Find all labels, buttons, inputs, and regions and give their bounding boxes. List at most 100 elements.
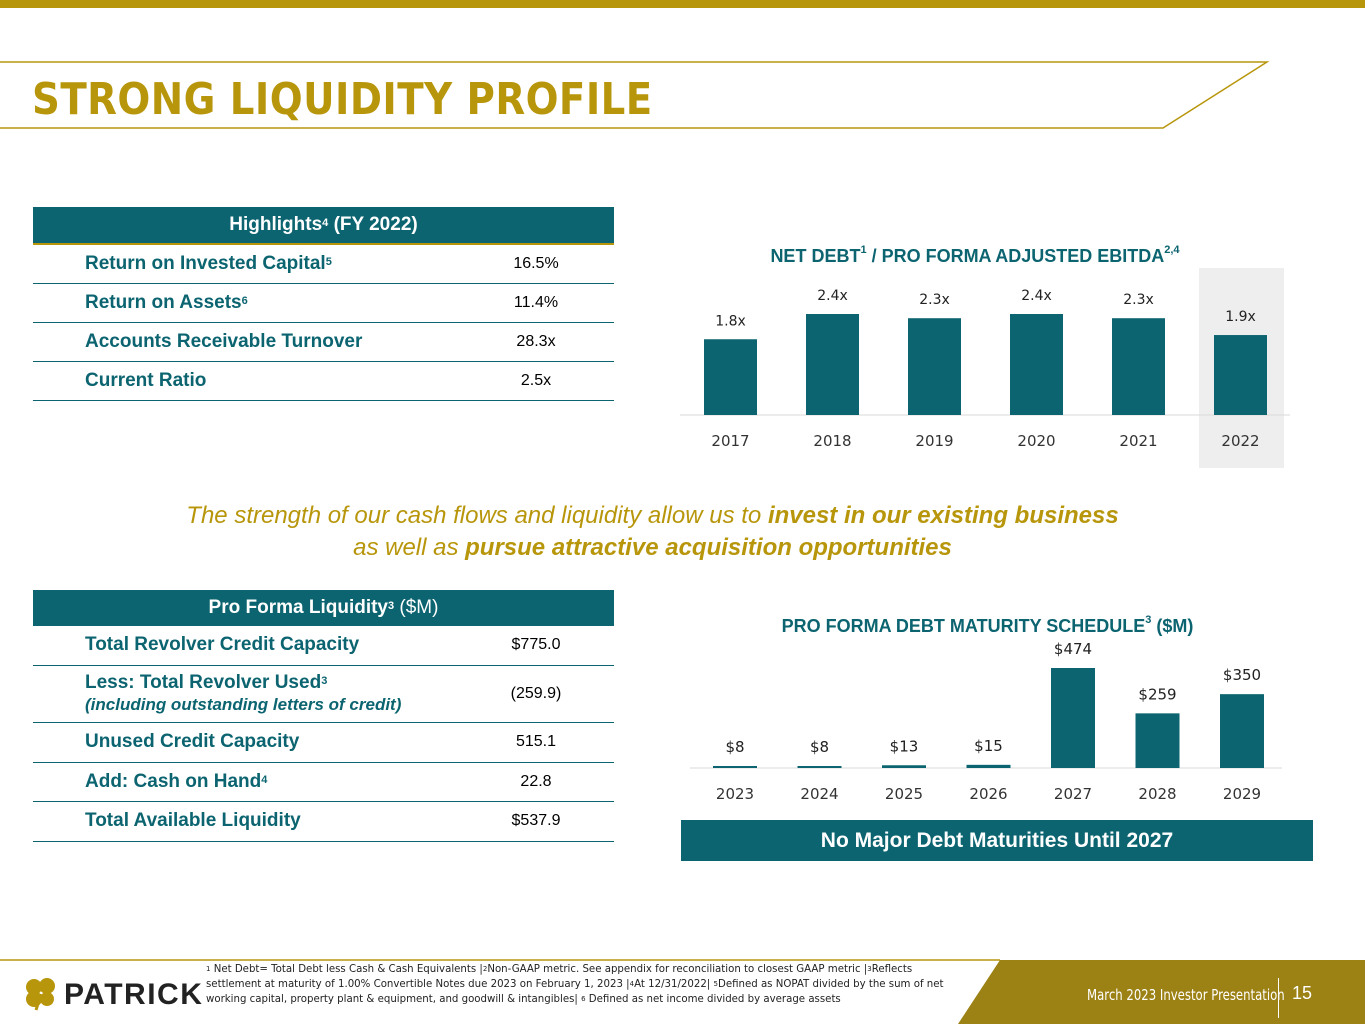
bar bbox=[797, 766, 842, 768]
table-row: Accounts Receivable Turnover 28.3x bbox=[33, 323, 614, 362]
row-value: 11.4% bbox=[513, 294, 559, 311]
presentation-label: March 2023 Investor Presentation bbox=[1087, 986, 1285, 1004]
category-label: 2029 bbox=[1223, 785, 1261, 803]
highlights-header-suffix: (FY 2022) bbox=[328, 214, 418, 235]
bar bbox=[704, 339, 757, 415]
row-value: 515.1 bbox=[515, 733, 557, 750]
footnote-sup: 5 bbox=[713, 980, 718, 988]
net-debt-chart-title: NET DEBT1 / PRO FORMA ADJUSTED EBITDA2,4 bbox=[680, 244, 1270, 267]
footnote-text: At 12/31/2022| bbox=[634, 979, 714, 990]
table-row: Return on Invested Capital5 16.5% bbox=[33, 245, 614, 284]
liquidity-table: Pro Forma Liquidity3 ($M) Total Revolver… bbox=[33, 590, 614, 842]
row-label-sup: 5 bbox=[325, 256, 332, 268]
bar bbox=[908, 318, 961, 415]
data-label: $8 bbox=[725, 738, 744, 756]
chart-title-sup: 3 bbox=[1145, 614, 1152, 626]
row-sublabel: (including outstanding letters of credit… bbox=[85, 695, 402, 714]
bar bbox=[882, 765, 926, 768]
data-label: $13 bbox=[890, 737, 919, 755]
bar bbox=[1214, 335, 1267, 415]
debt-maturity-chart: $8 2023 $8 2024 $13 2025 $15 2026 $474 2027 $259 20… bbox=[690, 640, 1282, 803]
top-accent-bar bbox=[0, 0, 1365, 8]
net-debt-ebitda-chart: 1.8x 2017 2.4x 2018 2.3x 2019 2.4x 2020 2.3x 2021… bbox=[680, 268, 1290, 468]
row-value: 28.3x bbox=[516, 333, 556, 350]
footnote-text: Defined as net income divided by average… bbox=[585, 994, 841, 1005]
bar bbox=[1010, 314, 1063, 415]
footer-divider bbox=[1278, 978, 1279, 1018]
row-label: Return on Invested Capital bbox=[85, 253, 326, 274]
data-label: $259 bbox=[1138, 685, 1176, 703]
chart-title-sup: 1 bbox=[860, 244, 867, 256]
table-row: Total Revolver Credit Capacity $775.0 bbox=[33, 626, 614, 666]
footnotes: 1 Net Debt= Total Debt less Cash & Cash … bbox=[206, 962, 966, 1007]
data-label: 1.8x bbox=[715, 313, 746, 329]
row-label: Accounts Receivable Turnover bbox=[85, 331, 363, 352]
bar bbox=[806, 314, 859, 415]
quote-emphasis: invest in our existing business bbox=[767, 502, 1119, 529]
page-title: STRONG LIQUIDITY PROFILE bbox=[32, 74, 653, 125]
data-label: $15 bbox=[974, 737, 1003, 755]
bar bbox=[713, 766, 757, 768]
table-row: Total Available Liquidity $537.9 bbox=[33, 802, 614, 842]
title-frame bbox=[0, 61, 1270, 129]
chart-title-sup: 2,4 bbox=[1164, 244, 1180, 256]
debt-maturity-banner: No Major Debt Maturities Until 2027 bbox=[681, 820, 1313, 861]
row-value: 16.5% bbox=[513, 255, 559, 272]
strategy-statement-line2: as well as pursue attractive acquisition… bbox=[0, 534, 1305, 562]
row-label: Less: Total Revolver Used bbox=[85, 672, 322, 693]
chart-title-mid: / PRO FORMA ADJUSTED EBITDA bbox=[866, 246, 1165, 266]
liquidity-header-sup: 3 bbox=[388, 600, 395, 612]
company-logo-text: PATRICK bbox=[64, 978, 204, 1011]
data-label: $8 bbox=[810, 738, 829, 756]
data-label: $474 bbox=[1054, 640, 1092, 658]
row-value: $537.9 bbox=[511, 812, 561, 829]
quote-emphasis: pursue attractive acquisition opportunit… bbox=[465, 534, 952, 561]
bar bbox=[1112, 318, 1165, 415]
table-row: Current Ratio 2.5x bbox=[33, 362, 614, 401]
highlights-table: Highlights4 (FY 2022) Return on Invested… bbox=[33, 207, 614, 401]
data-label: $350 bbox=[1223, 666, 1261, 684]
bar bbox=[966, 764, 1011, 768]
row-label-sup: 6 bbox=[241, 295, 248, 307]
row-value: 2.5x bbox=[520, 372, 552, 389]
category-label: 2022 bbox=[1221, 432, 1259, 450]
footnote-text: Defined as NOPAT divided by the sum of n… bbox=[206, 979, 944, 1005]
category-label: 2019 bbox=[915, 432, 953, 450]
row-label: Add: Cash on Hand bbox=[85, 771, 262, 792]
row-label: Return on Assets bbox=[85, 292, 242, 313]
category-label: 2024 bbox=[800, 785, 838, 803]
table-row: Less: Total Revolver Used3 (including out… bbox=[33, 666, 614, 723]
category-label: 2017 bbox=[711, 432, 749, 450]
page-number: 15 bbox=[1292, 983, 1313, 1003]
bar bbox=[1220, 694, 1264, 768]
row-value: (259.9) bbox=[510, 685, 562, 702]
footnote-sup: 2 bbox=[482, 965, 488, 973]
footnote-sup: 6 bbox=[581, 995, 586, 1003]
chart-title-suffix: ($M) bbox=[1151, 616, 1194, 636]
table-row: Return on Assets6 11.4% bbox=[33, 284, 614, 323]
row-label: Unused Credit Capacity bbox=[85, 731, 300, 752]
liquidity-table-header: Pro Forma Liquidity3 ($M) bbox=[33, 590, 614, 626]
row-label: Current Ratio bbox=[85, 370, 207, 391]
row-label: Total Revolver Credit Capacity bbox=[85, 634, 360, 655]
row-label-sup: 4 bbox=[261, 774, 268, 786]
footnote-sup: 3 bbox=[867, 965, 872, 973]
bar bbox=[1135, 713, 1180, 768]
quote-plain: The strength of our cash flows and liqui… bbox=[186, 502, 768, 529]
shamrock-logo-icon bbox=[26, 978, 55, 1011]
footnote-sup: 4 bbox=[629, 980, 635, 988]
bar bbox=[1051, 668, 1095, 768]
table-row: Unused Credit Capacity 515.1 bbox=[33, 723, 614, 763]
footnote-text: Reflects settlement at maturity of 1.00%… bbox=[206, 964, 913, 990]
category-label: 2018 bbox=[813, 432, 851, 450]
category-label: 2027 bbox=[1054, 785, 1092, 803]
category-label: 2023 bbox=[716, 785, 754, 803]
chart-title-text: PRO FORMA DEBT MATURITY SCHEDULE bbox=[781, 616, 1146, 636]
row-value: 22.8 bbox=[520, 773, 552, 790]
footer-band bbox=[0, 959, 1365, 1024]
table-row: Add: Cash on Hand4 22.8 bbox=[33, 763, 614, 802]
data-label: 2.4x bbox=[1021, 288, 1052, 304]
chart-title-text: NET DEBT bbox=[770, 246, 861, 266]
data-label: 2.4x bbox=[817, 288, 848, 304]
highlights-table-header: Highlights4 (FY 2022) bbox=[33, 207, 614, 245]
